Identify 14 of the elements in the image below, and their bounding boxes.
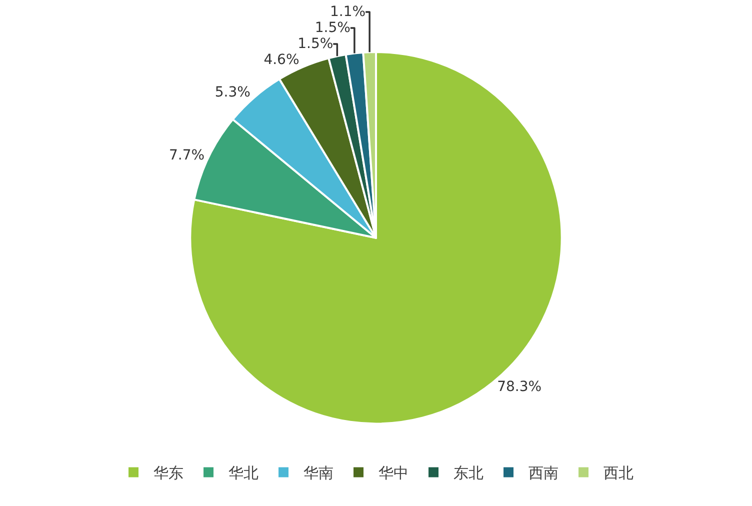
legend-label: 华南 <box>304 464 334 482</box>
legend-label: 西北 <box>604 464 634 482</box>
data-label: 5.3% <box>214 84 250 101</box>
data-label: 1.5% <box>314 20 350 36</box>
legend-label: 东北 <box>454 464 484 482</box>
data-label: 4.6% <box>264 52 300 68</box>
legend-label: 华北 <box>228 464 258 482</box>
data-label: 7.7% <box>169 148 205 164</box>
legend-label: 华中 <box>378 464 408 482</box>
data-label: 1.1% <box>330 4 366 20</box>
legend-label: 华东 <box>154 464 184 482</box>
data-label: 78.3% <box>497 378 542 395</box>
data-label: 1.5% <box>298 36 334 52</box>
legend-label: 西南 <box>528 464 558 482</box>
